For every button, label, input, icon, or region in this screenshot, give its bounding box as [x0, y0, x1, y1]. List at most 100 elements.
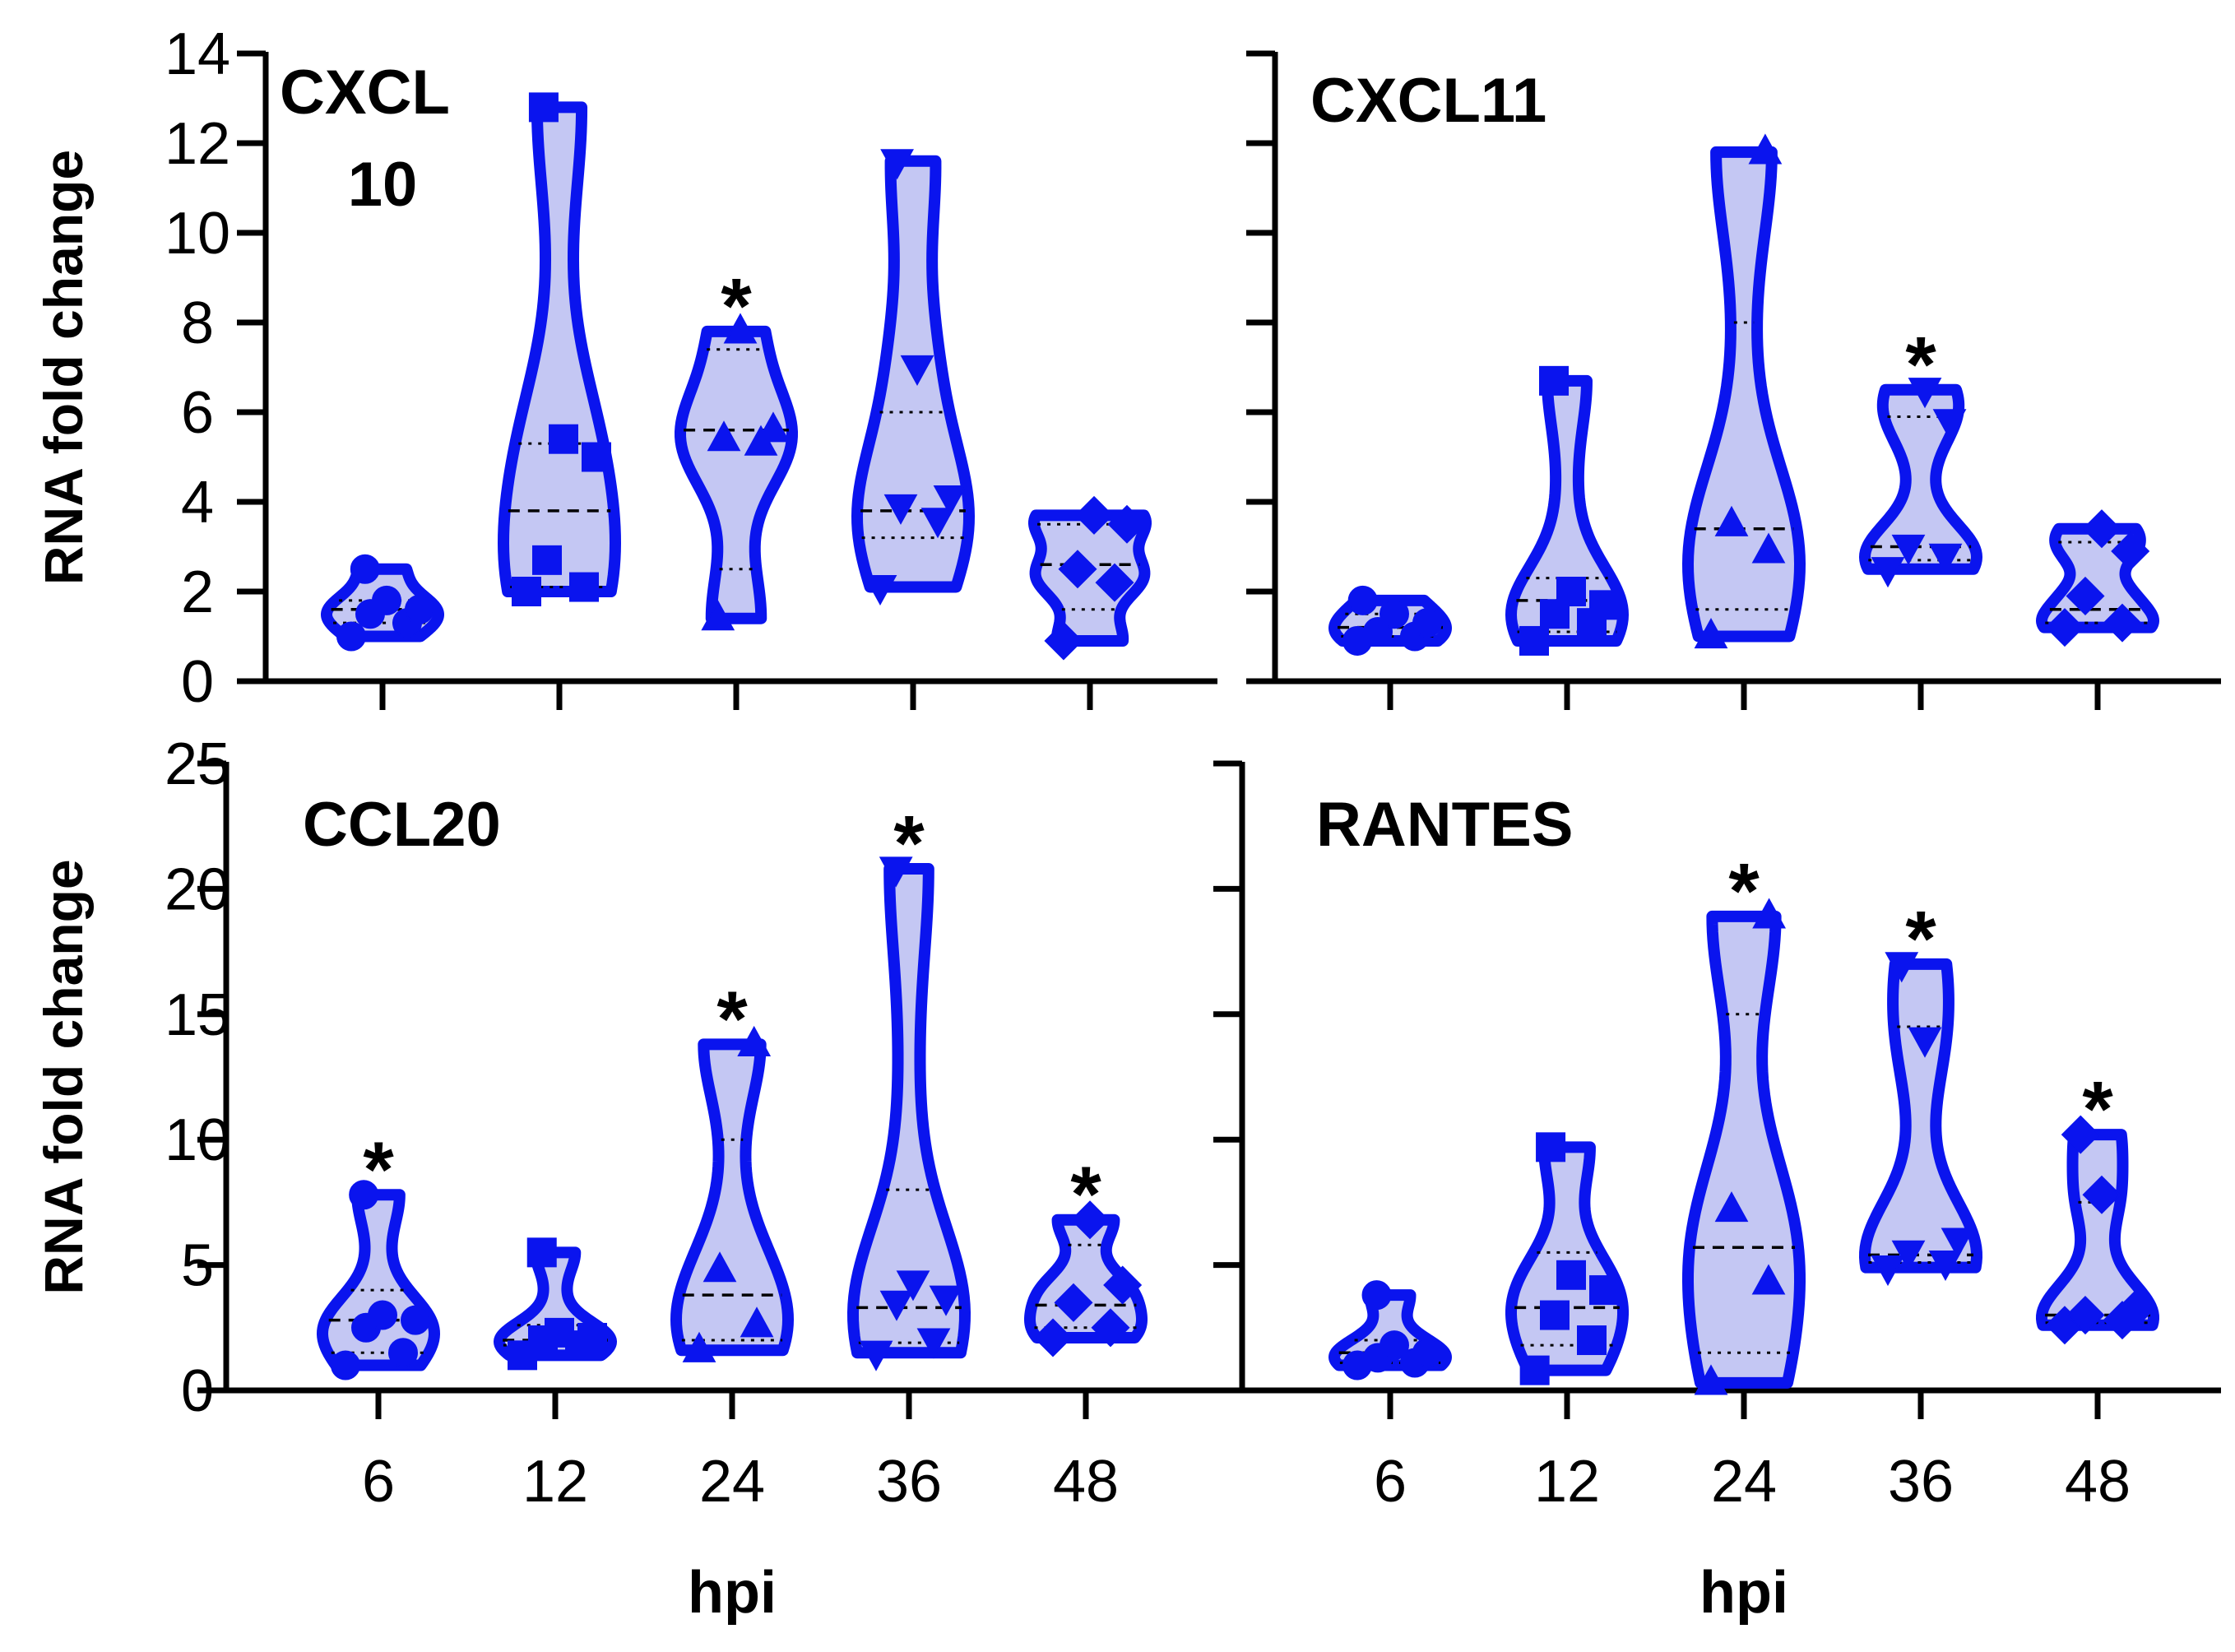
data-point [405, 594, 434, 624]
data-point [2115, 1290, 2154, 1329]
data-point [701, 600, 735, 631]
violin-36: * [1859, 321, 1982, 588]
data-point [1536, 1132, 1566, 1162]
x-tick-label: 48 [1053, 1449, 1119, 1515]
data-point [863, 574, 897, 606]
y-tick-label: 14 [165, 21, 230, 87]
violin-body [1682, 146, 1806, 643]
data-point [1928, 543, 1963, 574]
violin-body [498, 101, 621, 597]
data-point [545, 1317, 574, 1348]
data-point [896, 1270, 930, 1302]
x-tick-label: 12 [1534, 1449, 1600, 1515]
data-point [1556, 1260, 1586, 1290]
violin-48 [2036, 509, 2159, 647]
panel-4: 6 12 24 36 48 hpi RANTES * * * [1213, 760, 2221, 1626]
data-point [707, 420, 741, 452]
data-point [1589, 590, 1619, 620]
panel-title-line1: CXCL [280, 58, 450, 128]
violin-24: * [675, 262, 798, 631]
data-point [1070, 1200, 1110, 1240]
data-point [740, 1306, 774, 1338]
significance-star: * [1905, 895, 1936, 983]
data-point [1751, 1264, 1786, 1295]
y-tick-label: 6 [181, 380, 214, 446]
data-point [532, 545, 562, 575]
data-point [1412, 608, 1442, 638]
y-tick-label: 4 [181, 470, 214, 536]
y-axis-label: RNA fold change [33, 150, 94, 585]
data-point [528, 92, 559, 123]
data-point [372, 585, 401, 615]
violin-24 [1682, 133, 1806, 649]
violin-6 [1328, 585, 1452, 656]
data-point [883, 494, 918, 525]
panel-title: RANTES [1316, 790, 1573, 860]
significance-star: * [721, 262, 752, 350]
data-point [1095, 563, 1134, 602]
data-point [880, 149, 914, 180]
data-point [401, 1305, 430, 1335]
data-point [582, 442, 611, 472]
x-tick-label: 36 [1888, 1449, 1954, 1515]
data-point [1885, 952, 1919, 983]
data-point [1074, 495, 1114, 535]
data-point [1379, 599, 1409, 629]
y-tick-label: 10 [165, 1107, 230, 1173]
data-point [929, 1285, 963, 1316]
data-point [1694, 618, 1728, 649]
data-point [1033, 1318, 1073, 1357]
y-tick-label: 2 [181, 559, 214, 625]
violin-36: * [1859, 895, 1982, 1287]
data-point [349, 1180, 379, 1210]
data-point [1891, 1240, 1926, 1271]
violin-48: * [1024, 1151, 1148, 1357]
y-tick-label: 0 [181, 649, 214, 715]
data-point [1058, 550, 1097, 589]
x-axis-label: hpi [1699, 1560, 1788, 1626]
data-point [879, 1290, 914, 1321]
data-point [920, 508, 955, 539]
data-point [916, 1328, 951, 1359]
violin-body [1024, 1213, 1148, 1343]
data-point [1928, 1250, 1963, 1282]
y-tick-label: 0 [181, 1358, 214, 1424]
data-point [682, 1331, 716, 1362]
panel-2: CXCL11 * [1246, 50, 2221, 710]
violin-body [675, 325, 798, 624]
data-point [756, 411, 791, 443]
data-point [1908, 378, 1942, 409]
significance-star: * [1905, 321, 1936, 409]
violin-body [1859, 958, 1982, 1274]
significance-star: * [716, 975, 748, 1063]
x-axis-label: hpi [688, 1560, 777, 1626]
data-point [1103, 1265, 1143, 1305]
violin-body [1505, 1141, 1629, 1376]
data-point [1751, 532, 1786, 564]
data-point [577, 1322, 607, 1353]
x-tick-label: 36 [876, 1449, 942, 1515]
y-tick-label: 5 [181, 1233, 214, 1299]
data-point [336, 621, 366, 652]
data-point [1714, 1191, 1749, 1223]
violin-6 [1328, 1280, 1452, 1381]
data-point [1347, 585, 1378, 615]
data-point [1871, 1255, 1905, 1287]
data-point [1519, 1355, 1550, 1385]
data-point [1932, 409, 1967, 440]
y-tick-label: 8 [181, 290, 214, 356]
panel-title: CXCL11 [1310, 66, 1546, 136]
violin-12 [494, 1237, 617, 1371]
data-point [1891, 534, 1926, 565]
x-tick-label: 24 [1711, 1449, 1777, 1515]
data-point [331, 1350, 360, 1381]
violin-12 [498, 92, 621, 606]
data-point [512, 577, 541, 606]
violin-12 [1505, 1132, 1629, 1385]
data-point [2066, 1296, 2105, 1335]
violin-body [670, 1038, 794, 1357]
panel-title-line2: 10 [348, 150, 418, 220]
data-point [1519, 625, 1549, 656]
